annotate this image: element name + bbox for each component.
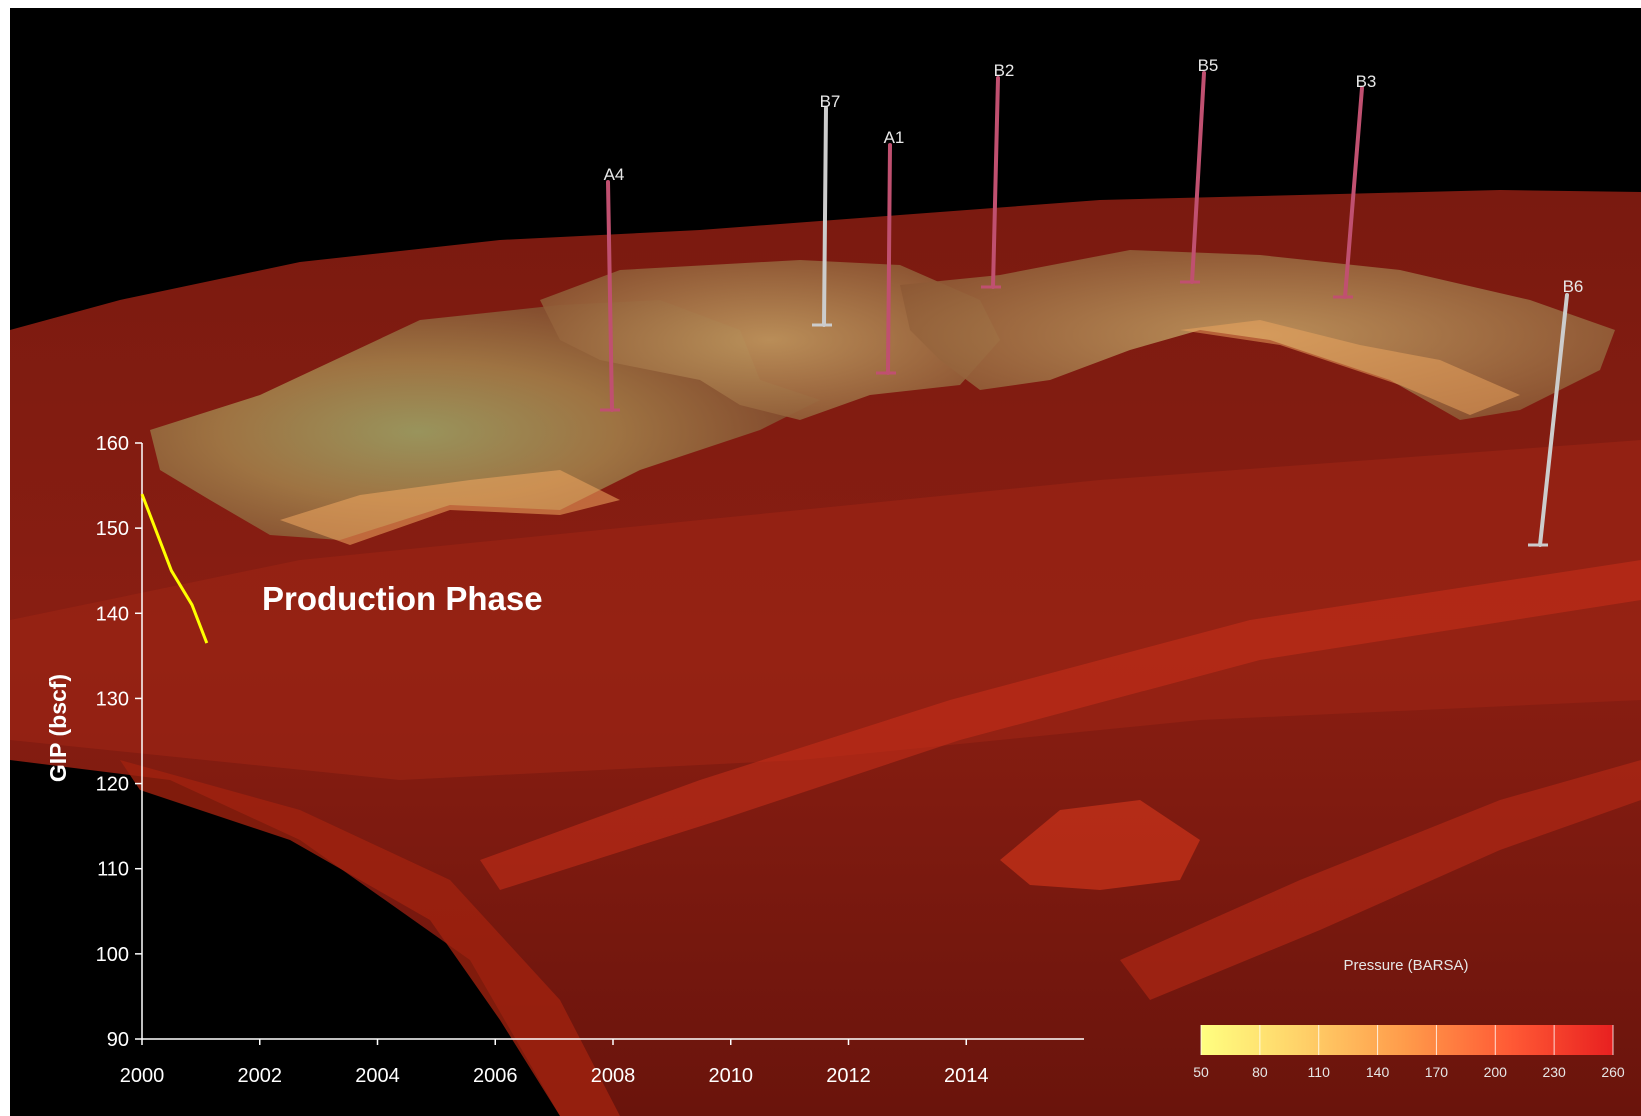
x-tick-label: 2014 [944, 1065, 989, 1087]
gas-highlight [280, 470, 620, 545]
x-tick-label: 2010 [709, 1065, 754, 1087]
production-phase-label: Production Phase [262, 580, 543, 617]
well-b3: B3 [1333, 72, 1377, 299]
well-label: B3 [1356, 72, 1377, 91]
reservoir-ridge [480, 560, 1641, 890]
well-label: B7 [820, 92, 841, 111]
colorbar-tick-label: 110 [1308, 1064, 1331, 1080]
reservoir-ridge-2 [1000, 800, 1200, 890]
well-trajectory [822, 106, 828, 327]
colorbar-tick-label: 200 [1484, 1064, 1508, 1080]
x-tick-label: 2008 [591, 1065, 636, 1087]
x-tick-label: 2006 [473, 1065, 518, 1087]
well-b5: B5 [1180, 56, 1219, 284]
well-a1: A1 [876, 128, 905, 375]
well-a4: A4 [600, 165, 625, 412]
y-tick-label: 160 [96, 433, 129, 455]
well-b7: B7 [812, 92, 841, 327]
series-layer [140, 493, 209, 644]
well-trajectory [886, 143, 892, 375]
wells-layer: A4 B7 A1 B2 B5 B3 B6 [600, 56, 1584, 547]
chart-axes: 90 100 110 120 130 140 150 160 2000 2002 2004 2006… [45, 433, 1084, 1087]
colorbar-ticks: 50 80 110 140 170 200 230 260 [1193, 1025, 1625, 1080]
well-label: B2 [994, 61, 1015, 80]
reservoir-band [10, 440, 1641, 780]
y-axis-title: GIP (bscf) [45, 674, 71, 782]
y-tick-label: 120 [96, 774, 129, 796]
colorbar-tick-label: 230 [1542, 1064, 1566, 1080]
y-tick-label: 140 [96, 603, 129, 625]
x-tick-label: 2000 [120, 1065, 165, 1087]
x-axis-ticks: 2000 2002 2004 2006 2008 2010 2012 2014 [120, 1039, 989, 1087]
well-trajectory [1343, 86, 1364, 299]
colorbar-tick-label: 140 [1366, 1064, 1390, 1080]
y-tick-label: 90 [107, 1029, 129, 1051]
x-tick-label: 2004 [355, 1065, 400, 1087]
x-tick-label: 2012 [826, 1065, 871, 1087]
y-tick-label: 130 [96, 688, 129, 710]
well-label: B5 [1198, 56, 1219, 75]
well-b6: B6 [1528, 277, 1584, 547]
pressure-colorbar: Pressure (BARSA) 50 80 110 140 170 200 230 260 [1193, 957, 1625, 1080]
gas-cap-center [540, 260, 1000, 420]
colorbar-title: Pressure (BARSA) [1343, 957, 1468, 974]
y-tick-label: 100 [96, 944, 129, 966]
colorbar-tick-label: 80 [1252, 1064, 1268, 1080]
well-label: A4 [604, 165, 625, 184]
colorbar-tick-label: 50 [1193, 1064, 1209, 1080]
gip-series-line [140, 493, 209, 644]
well-label: B6 [1563, 277, 1584, 296]
y-tick-label: 110 [97, 859, 129, 881]
well-trajectory [991, 76, 1000, 289]
x-tick-label: 2002 [238, 1065, 283, 1087]
colorbar-tick-label: 260 [1601, 1064, 1625, 1080]
y-tick-label: 150 [96, 518, 129, 540]
colorbar-tick-label: 170 [1425, 1064, 1449, 1080]
gas-highlight-2 [1180, 320, 1520, 415]
well-label: A1 [884, 128, 905, 147]
y-axis-ticks: 90 100 110 120 130 140 150 160 [96, 433, 142, 1051]
well-trajectory [1190, 71, 1206, 284]
well-trajectory [1538, 293, 1569, 547]
reservoir-ridge-3 [1120, 760, 1641, 1000]
colorbar-gradient [1201, 1025, 1613, 1055]
well-trajectory [606, 180, 614, 412]
well-b2: B2 [981, 61, 1015, 289]
reservoir-lower-edge [120, 760, 620, 1116]
